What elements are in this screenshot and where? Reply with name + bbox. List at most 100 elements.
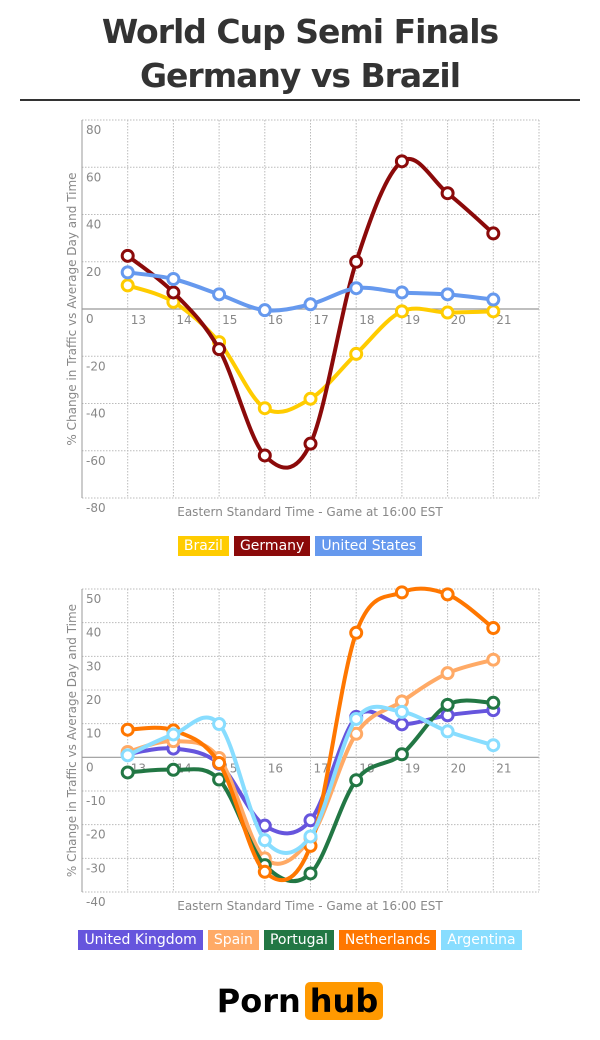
data-point [212,772,227,787]
x-tick-label: 20 [451,761,466,775]
y-tick-label: 10 [86,727,101,741]
y-tick-label: -30 [86,861,106,875]
data-point [440,724,455,739]
data-point [212,756,227,771]
x-tick-label: 20 [451,313,466,327]
data-point [486,304,501,319]
data-point [349,711,364,726]
y-tick-label: 20 [86,693,101,707]
data-point [486,738,501,753]
data-point [440,697,455,712]
y-tick-label: 80 [86,123,101,137]
x-tick-label: 19 [405,761,420,775]
data-point [303,297,318,312]
series-line [126,157,495,470]
data-point [486,292,501,307]
data-point [120,765,135,780]
x-tick-label: 21 [496,313,511,327]
data-point [120,278,135,293]
legend-item-brazil[interactable]: Brazil [177,536,229,556]
data-point [394,154,409,169]
x-tick-label: 14 [176,313,191,327]
data-point [486,621,501,636]
data-point [212,287,227,302]
data-point [257,818,272,833]
x-tick-label: 16 [268,761,283,775]
data-point [166,762,181,777]
data-point [486,695,501,710]
x-tick-label: 18 [359,313,374,327]
data-point [257,864,272,879]
data-point [394,285,409,300]
data-point [440,287,455,302]
title-line-2: Germany vs Brazil [139,56,461,95]
y-tick-label: 0 [86,312,94,326]
y-tick-label: -40 [86,407,106,421]
data-point [394,585,409,600]
legend-item-netherlands[interactable]: Netherlands [338,930,437,950]
data-point [257,303,272,318]
x-tick-label: 15 [222,313,237,327]
y-axis-title: % Change in Traffic vs Average Day and T… [65,604,79,877]
x-tick-label: 19 [405,313,420,327]
data-point [349,625,364,640]
data-point [120,265,135,280]
legend-item-argentina[interactable]: Argentina [441,930,522,950]
legend-item-spain[interactable]: Spain [207,930,259,950]
data-point [394,304,409,319]
x-tick-label: 17 [314,761,329,775]
pornhub-logo: Porn hub [0,982,600,1020]
data-point [486,226,501,241]
title-line-1: World Cup Semi Finals [101,12,499,51]
data-point [120,248,135,263]
y-tick-label: 40 [86,218,101,232]
legend-item-germany[interactable]: Germany [233,536,311,556]
data-point [394,717,409,732]
logo-part-1: Porn [216,982,301,1020]
x-tick-label: 17 [314,313,329,327]
data-point [303,829,318,844]
data-point [486,652,501,667]
y-tick-label: -20 [86,359,106,373]
x-tick-label: 16 [268,313,283,327]
y-tick-label: 0 [86,760,94,774]
x-tick-label: 13 [131,313,146,327]
y-tick-label: -80 [86,501,106,515]
chart-1: 80 60 40 20 0 -20 -40 -60 -80 13 14 15 16 17 18 19 20 21%… [65,119,540,519]
data-point [349,346,364,361]
legend-item-portugal[interactable]: Portugal [263,930,334,950]
legend-chart-2: United Kingdom Spain Portugal Netherlands Ar… [0,930,600,950]
data-point [303,391,318,406]
data-point [257,833,272,848]
y-tick-label: 60 [86,170,101,184]
logo-part-2: hub [304,982,384,1020]
x-axis-title: Eastern Standard Time - Game at 16:00 ES… [177,505,443,519]
y-tick-label: 50 [86,592,101,606]
y-tick-label: 20 [86,265,101,279]
data-point [440,587,455,602]
series-germany [120,154,501,470]
y-axis-title: % Change in Traffic vs Average Day and T… [65,172,79,445]
x-axis-title: Eastern Standard Time - Game at 16:00 ES… [177,899,443,913]
legend-item-united-states[interactable]: United States [315,536,423,556]
y-tick-label: -20 [86,828,106,842]
data-point [303,813,318,828]
legend-item-united-kingdom[interactable]: United Kingdom [78,930,203,950]
data-point [166,285,181,300]
data-point [394,747,409,762]
data-point [257,448,272,463]
data-point [212,342,227,357]
data-point [303,436,318,451]
data-point [349,281,364,296]
data-point [120,722,135,737]
y-tick-label: -40 [86,895,106,909]
data-point [166,271,181,286]
data-point [303,866,318,881]
data-point [349,254,364,269]
legend-chart-1: Brazil Germany United States [0,536,600,556]
x-tick-label: 21 [496,761,511,775]
title-divider [20,99,580,101]
data-point [394,704,409,719]
series-argentina [120,704,501,855]
